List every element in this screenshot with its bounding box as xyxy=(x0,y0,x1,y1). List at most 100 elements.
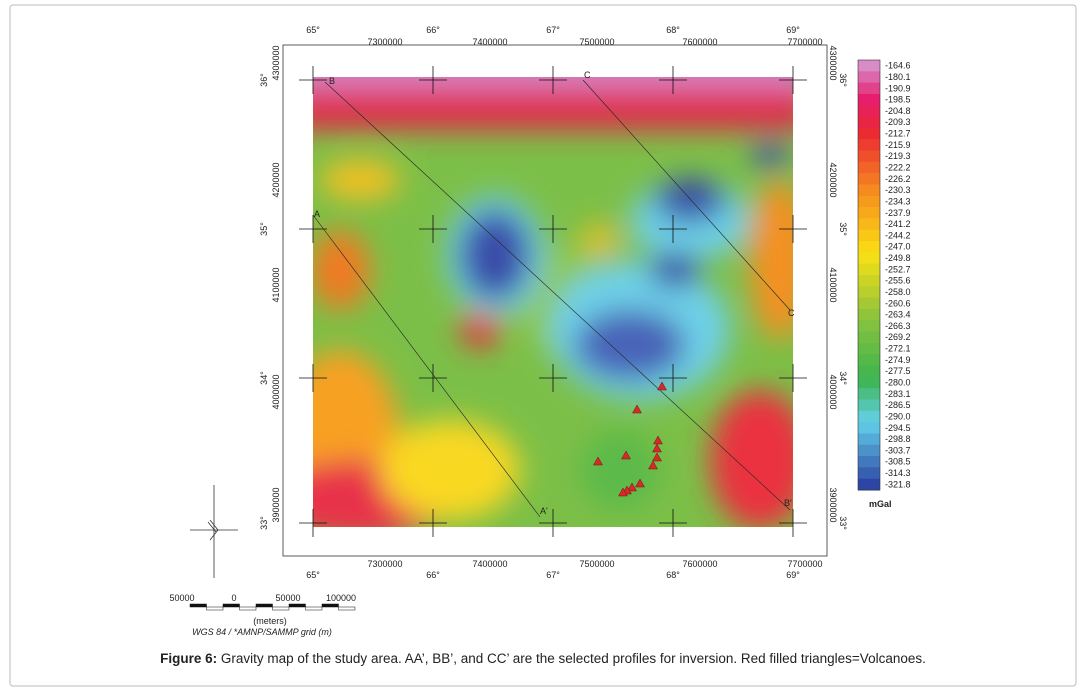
colorbar-label: -290.0 xyxy=(885,411,911,421)
right-northing: 3900000 xyxy=(828,487,838,522)
colorbar-label: -272.1 xyxy=(885,344,911,354)
colorbar-label: -321.8 xyxy=(885,479,911,489)
colorbar-label: -286.5 xyxy=(885,400,911,410)
colorbar-label: -260.6 xyxy=(885,298,911,308)
volcano xyxy=(652,452,662,462)
scale-segment xyxy=(255,603,273,608)
top-degree: 68° xyxy=(666,25,680,35)
volcano xyxy=(635,478,645,488)
scale-segment xyxy=(338,606,356,611)
scale-tick: 100000 xyxy=(326,593,356,603)
graticule xyxy=(299,66,807,537)
gravity-map xyxy=(313,77,793,527)
colorbar-label: -222.2 xyxy=(885,163,911,173)
colorbar-label: -298.8 xyxy=(885,434,911,444)
colorbar-cell xyxy=(858,207,880,219)
bottom-easting: 7500000 xyxy=(579,559,614,569)
colorbar-label: -204.8 xyxy=(885,106,911,116)
scale-segment xyxy=(206,606,224,611)
right-northing: 4100000 xyxy=(828,267,838,302)
right-degree: 33° xyxy=(838,516,848,530)
left-northing: 4000000 xyxy=(271,374,281,409)
scale-segment xyxy=(272,606,290,611)
profiles xyxy=(312,79,791,518)
colorbar-label: -252.7 xyxy=(885,264,911,274)
colorbar-cell xyxy=(858,354,880,367)
right-degree: 36° xyxy=(838,73,848,87)
caption: Figure 6: Gravity map of the study area.… xyxy=(0,651,1086,666)
left-northing: 4100000 xyxy=(271,267,281,302)
top-easting: 7700000 xyxy=(787,37,822,47)
frame xyxy=(9,4,1077,687)
top-degree: 65° xyxy=(306,25,320,35)
colorbar-cell xyxy=(858,105,880,118)
top-easting: 7600000 xyxy=(682,37,717,47)
colorbar-label: -303.7 xyxy=(885,445,911,455)
colorbar-cell xyxy=(858,297,880,310)
colorbar-label: -180.1 xyxy=(885,72,911,82)
colorbar-cell xyxy=(858,82,880,95)
left-degree: 34° xyxy=(259,371,269,385)
left-northing: 4200000 xyxy=(271,162,281,197)
left-degree: 35° xyxy=(259,222,269,236)
colorbar-label: -247.0 xyxy=(885,242,911,252)
colorbar-label: -258.0 xyxy=(885,287,911,297)
bottom-degree: 65° xyxy=(306,570,320,580)
bottom-degree: 66° xyxy=(426,570,440,580)
volcano xyxy=(648,460,658,470)
colorbar-label: -164.6 xyxy=(885,61,911,71)
top-degree: 66° xyxy=(426,25,440,35)
colorbar-cell xyxy=(858,342,880,355)
bottom-easting: 7600000 xyxy=(682,559,717,569)
colorbar-label: -226.2 xyxy=(885,174,911,184)
caption-label: Figure 6: xyxy=(160,651,218,666)
colorbar-cell xyxy=(858,241,880,253)
right-northing: 4000000 xyxy=(828,374,838,409)
caption-text: Gravity map of the study area. AA’, BB’,… xyxy=(217,651,926,666)
colorbar-cell xyxy=(858,422,880,434)
colorbar-cell xyxy=(858,320,880,333)
colorbar-cell xyxy=(858,116,880,129)
volcano xyxy=(657,381,667,391)
colorbar-label: -294.5 xyxy=(885,423,911,433)
colorbar-label: -198.5 xyxy=(885,95,911,105)
colorbar-label: -274.9 xyxy=(885,355,911,365)
colorbar-label: -263.4 xyxy=(885,310,911,320)
top-easting: 7300000 xyxy=(367,37,402,47)
colorbar-label: -314.3 xyxy=(885,468,911,478)
bottom-easting: 7700000 xyxy=(787,559,822,569)
colorbar-cell xyxy=(858,60,880,72)
top-degree: 67° xyxy=(546,25,560,35)
colorbar-border xyxy=(857,59,881,491)
top-degree: 69° xyxy=(786,25,800,35)
colorbar-cell xyxy=(858,263,880,276)
colorbar-label: -212.7 xyxy=(885,129,911,139)
volcano xyxy=(632,404,642,414)
north-arrow xyxy=(190,485,238,578)
colorbar-label: -269.2 xyxy=(885,332,911,342)
volcano xyxy=(593,456,603,466)
volcanoes xyxy=(593,381,667,497)
colorbar-label: -219.3 xyxy=(885,151,911,161)
scale-segment xyxy=(321,603,339,608)
colorbar-label: -255.6 xyxy=(885,276,911,286)
colorbar-cell xyxy=(858,139,880,152)
colorbar-label: -237.9 xyxy=(885,208,911,218)
colorbar-label: -234.3 xyxy=(885,196,911,206)
colorbar-cell xyxy=(858,456,880,468)
scale-segment xyxy=(305,606,323,611)
scale-segment xyxy=(239,606,257,611)
scale-unit: (meters) xyxy=(253,616,287,626)
colorbar-cell xyxy=(858,218,880,231)
colorbar-cell xyxy=(858,478,880,491)
colorbar-cell xyxy=(858,331,880,344)
colorbar-cell xyxy=(858,229,880,242)
profile-label: A xyxy=(314,209,320,219)
colorbar-label: -280.0 xyxy=(885,378,911,388)
colorbar-cell xyxy=(858,93,880,106)
bottom-easting: 7400000 xyxy=(472,559,507,569)
volcano xyxy=(627,482,637,492)
colorbar-label: -283.1 xyxy=(885,389,911,399)
colorbar-cell xyxy=(858,444,880,457)
